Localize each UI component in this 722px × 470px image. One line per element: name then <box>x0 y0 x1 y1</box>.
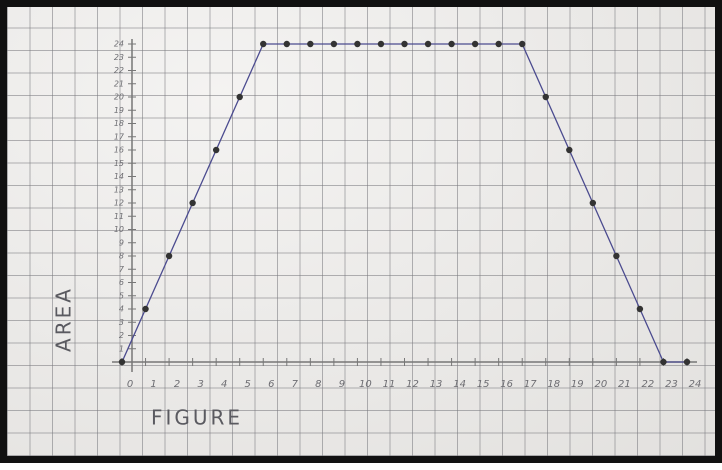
y-tick-label: 20 <box>114 93 124 102</box>
y-tick-label: 13 <box>114 185 124 194</box>
y-tick-label: 12 <box>114 199 124 208</box>
x-tick-label: 4 <box>221 379 227 390</box>
x-tick-label: 19 <box>571 379 584 390</box>
x-tick-label: 1 <box>150 379 156 390</box>
data-point <box>519 41 525 47</box>
y-tick-label: 22 <box>114 66 124 75</box>
data-point <box>637 306 643 312</box>
data-point <box>613 253 619 259</box>
data-point <box>401 41 407 47</box>
x-tick-label: 16 <box>500 379 513 390</box>
x-tick-label: 20 <box>594 379 607 390</box>
y-tick-label: 8 <box>119 252 124 261</box>
data-point <box>495 41 501 47</box>
y-tick-label: 23 <box>114 53 124 62</box>
x-tick-label: 14 <box>453 379 466 390</box>
x-tick-label: 23 <box>665 379 678 390</box>
data-line <box>122 44 687 362</box>
y-tick-label: 18 <box>114 119 124 128</box>
data-point <box>543 94 549 100</box>
y-tick-label: 17 <box>114 132 125 141</box>
data-point <box>284 41 290 47</box>
y-tick-label: 19 <box>114 106 124 115</box>
data-point <box>237 94 243 100</box>
data-point <box>260 41 266 47</box>
y-tick-label: 2 <box>119 331 124 340</box>
y-tick-label: 6 <box>119 278 124 287</box>
y-tick-label: 9 <box>119 238 124 247</box>
data-point <box>189 200 195 206</box>
x-tick-label: 17 <box>524 379 537 390</box>
x-tick-label: 2 <box>174 379 180 390</box>
x-tick-label: 13 <box>430 379 443 390</box>
x-tick-label: 12 <box>406 379 419 390</box>
y-tick-label: 16 <box>114 146 124 155</box>
y-tick-label: 1 <box>119 344 124 353</box>
x-axis-title: FIGURE <box>151 406 243 430</box>
y-tick-label: 4 <box>119 305 124 314</box>
data-point <box>166 253 172 259</box>
data-point <box>472 41 478 47</box>
photo: FIGURE AREA 0123456789101112131415161718… <box>0 0 722 463</box>
data-point <box>378 41 384 47</box>
y-tick-label: 3 <box>119 318 124 327</box>
y-tick-label: 5 <box>119 291 124 300</box>
data-point <box>425 41 431 47</box>
data-point <box>142 306 148 312</box>
y-tick-label: 10 <box>114 225 124 234</box>
x-tick-label: 21 <box>618 379 631 390</box>
data-point <box>684 359 690 365</box>
data-point <box>213 147 219 153</box>
x-tick-label: 24 <box>689 379 702 390</box>
y-tick-label: 14 <box>114 172 124 181</box>
y-tick-label: 11 <box>114 212 124 221</box>
y-tick-label: 15 <box>114 159 124 168</box>
x-tick-label: 5 <box>245 379 251 390</box>
y-axis-title: AREA <box>52 286 76 352</box>
data-point <box>590 200 596 206</box>
data-point <box>331 41 337 47</box>
data-point <box>566 147 572 153</box>
x-tick-label: 22 <box>642 379 655 390</box>
x-tick-label: 7 <box>292 379 299 390</box>
x-tick-label: 10 <box>359 379 372 390</box>
x-tick-label: 3 <box>197 379 203 390</box>
data-point <box>660 359 666 365</box>
y-tick-label: 7 <box>119 265 125 274</box>
y-tick-label: 21 <box>114 79 124 88</box>
x-tick-label: 6 <box>268 379 274 390</box>
y-tick-label: 24 <box>114 40 124 49</box>
data-point <box>119 359 125 365</box>
x-tick-label: 0 <box>127 379 133 390</box>
data-point <box>354 41 360 47</box>
x-tick-label: 9 <box>339 379 345 390</box>
x-tick-label: 8 <box>315 379 321 390</box>
x-tick-label: 15 <box>477 379 490 390</box>
data-point <box>307 41 313 47</box>
data-point <box>448 41 454 47</box>
x-tick-label: 18 <box>547 379 560 390</box>
x-tick-label: 11 <box>383 379 396 390</box>
